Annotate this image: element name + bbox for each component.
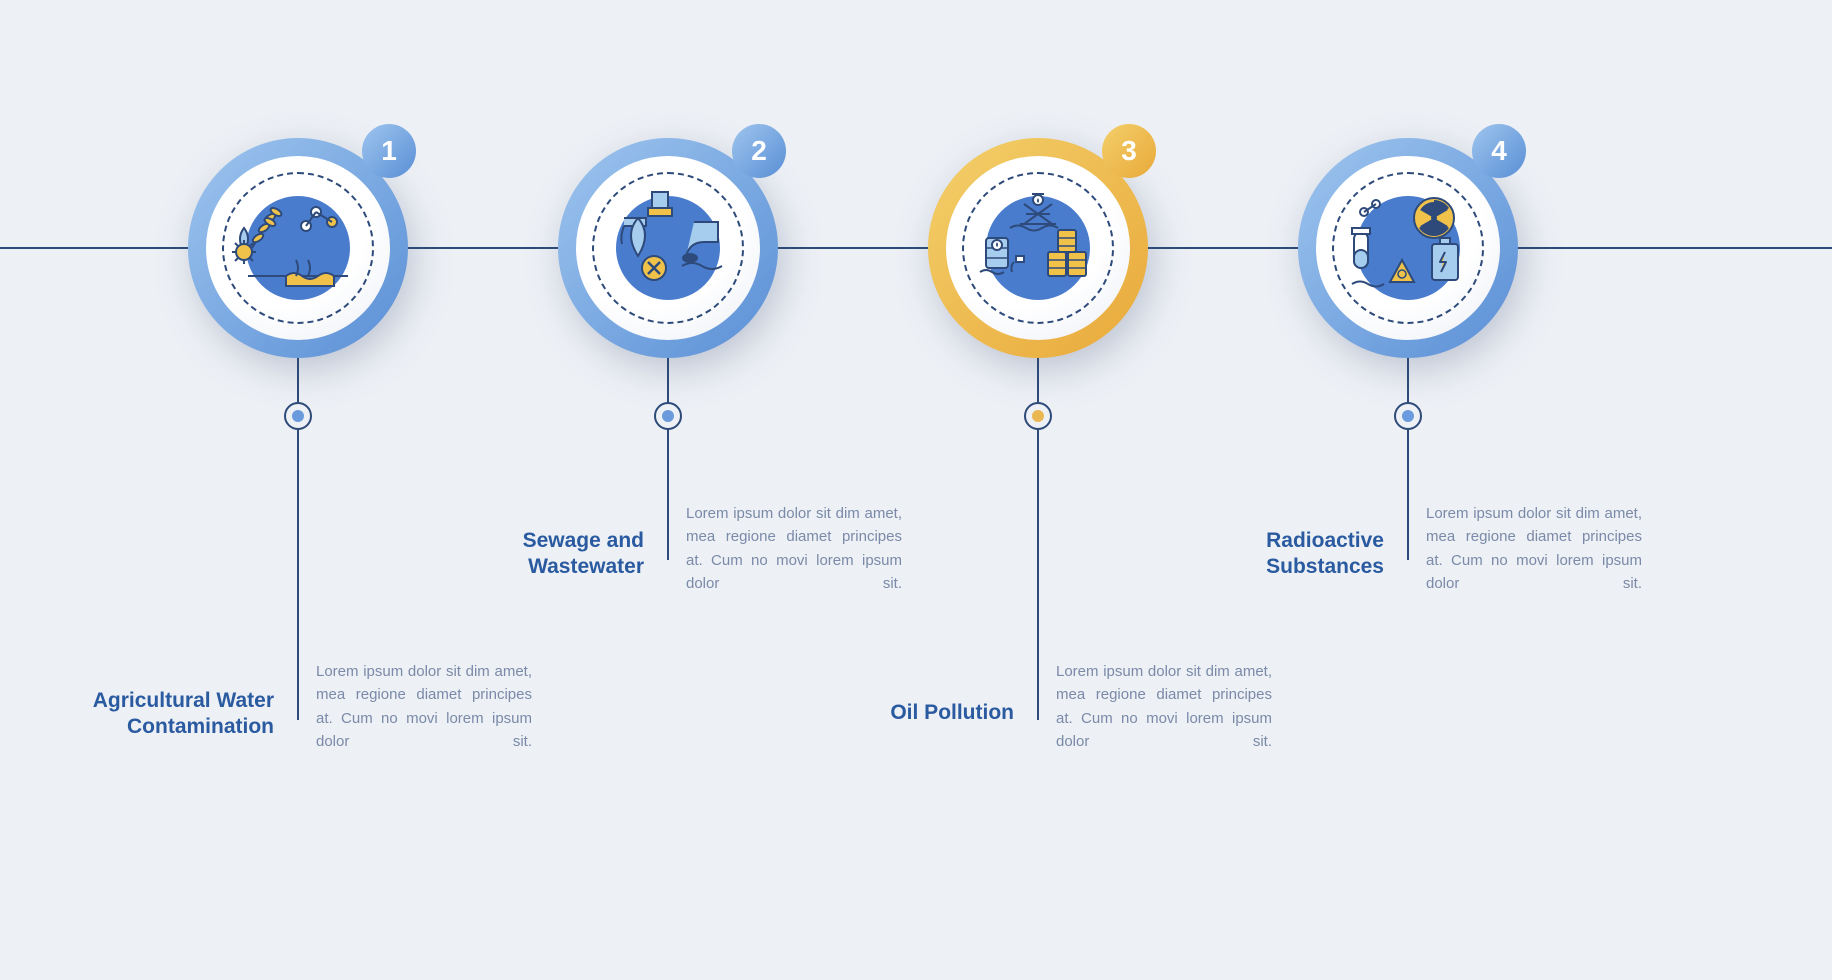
step-number-badge: 4 [1472,124,1526,178]
step-number-badge: 2 [732,124,786,178]
connector-dot [284,402,312,430]
item-title: Oil Pollution [860,700,1014,726]
infographic-node: 2 [558,138,778,358]
infographic-node: 1 [188,138,408,358]
agri-icon [228,178,368,318]
step-number: 4 [1491,135,1507,167]
item-title: Radioactive Substances [1224,528,1384,581]
item-body: Lorem ipsum dolor sit dim amet, mea regi… [1426,502,1642,595]
step-number-badge: 1 [362,124,416,178]
item-body: Lorem ipsum dolor sit dim amet, mea regi… [686,502,902,595]
connector-dot-fill [292,410,304,422]
connector-dot-fill [1032,410,1044,422]
connector-stem [1407,358,1409,560]
connector-stem [667,358,669,560]
oil-icon [968,178,1108,318]
step-number: 3 [1121,135,1137,167]
connector-1-2 [406,247,560,249]
connector-dot [1024,402,1052,430]
item-title: Agricultural Water Contamination [50,688,274,741]
connector-2-3 [776,247,930,249]
infographic-node: 4 [1298,138,1518,358]
infographic-node: 3 [928,138,1148,358]
item-body: Lorem ipsum dolor sit dim amet, mea regi… [316,660,532,753]
sewage-icon [598,178,738,318]
step-number: 1 [381,135,397,167]
connector-dot [1394,402,1422,430]
connector-left [0,247,190,249]
step-number: 2 [751,135,767,167]
step-number-badge: 3 [1102,124,1156,178]
connector-dot-fill [1402,410,1414,422]
connector-dot [654,402,682,430]
item-body: Lorem ipsum dolor sit dim amet, mea regi… [1056,660,1272,753]
connector-dot-fill [662,410,674,422]
item-title: Sewage and Wastewater [490,528,644,581]
radioactive-icon [1338,178,1478,318]
connector-right [1516,247,1832,249]
connector-3-4 [1146,247,1300,249]
